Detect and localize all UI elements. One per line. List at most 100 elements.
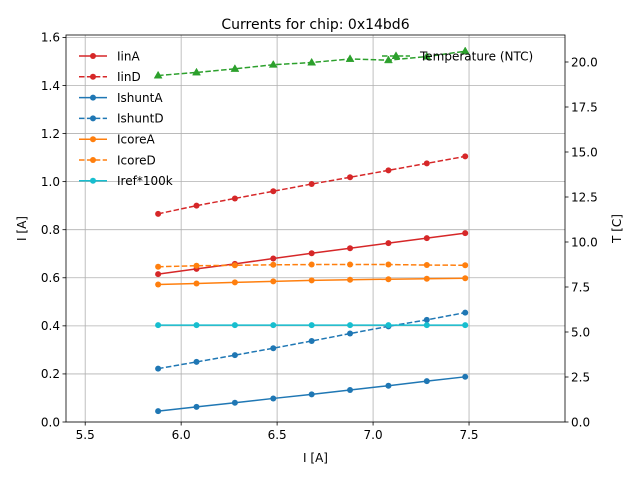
y-tick-label: 0.4 — [41, 319, 60, 333]
legend-swatch-marker — [391, 51, 401, 59]
data-point-iind — [193, 202, 200, 209]
data-point-iind — [155, 210, 162, 217]
legend-label-ishunta: IshuntA — [117, 91, 163, 105]
data-point-icorea — [193, 280, 200, 287]
y-tick-label: 1.4 — [41, 79, 60, 93]
legend-swatch-marker — [90, 177, 96, 184]
data-point-temperature-ntc — [192, 67, 201, 76]
data-point-iind — [385, 167, 392, 174]
data-point-ishuntd — [155, 365, 162, 372]
data-point-ishuntd — [308, 337, 315, 344]
data-point-iref-100k — [231, 322, 238, 329]
x-tick-label: 7.0 — [364, 428, 383, 442]
legend-entry-icorea: IcoreA — [79, 133, 156, 147]
y2-tick-label: 2.5 — [571, 370, 590, 384]
data-point-icorea — [155, 281, 162, 288]
data-point-icored — [423, 262, 430, 269]
data-point-ishuntd — [347, 330, 354, 337]
data-point-temperature-ntc — [460, 46, 470, 55]
y-tick-label: 0.2 — [41, 367, 60, 381]
data-point-ishunta — [462, 373, 469, 380]
legend-label-temperature-ntc: Temperature (NTC) — [419, 49, 533, 63]
series-temperature-ntc — [153, 46, 470, 79]
y-tick-label: 0.8 — [41, 223, 60, 237]
legend-swatch-marker — [90, 136, 96, 143]
legend-label-ishuntd: IshuntD — [117, 112, 164, 126]
data-point-iina — [347, 245, 354, 252]
data-point-icored — [155, 263, 162, 270]
data-point-ishunta — [347, 387, 354, 394]
data-point-icorea — [231, 279, 238, 286]
data-point-iind — [423, 160, 430, 167]
y-tick-label: 0.0 — [41, 415, 60, 429]
legend-entry-iref-100k: Iref*100k — [79, 174, 173, 188]
x-tick-label: 7.5 — [459, 428, 478, 442]
chart-title: Currents for chip: 0x14bd6 — [221, 17, 409, 33]
data-point-iref-100k — [308, 322, 315, 329]
legend-swatch-marker — [90, 115, 96, 122]
legend-right: Temperature (NTC) — [382, 49, 533, 63]
data-point-iind — [347, 174, 354, 181]
data-point-icored — [347, 261, 354, 268]
legend-swatch-marker — [90, 73, 96, 80]
y2-tick-label: 15.0 — [571, 145, 598, 159]
data-point-iind — [231, 195, 238, 202]
data-point-icorea — [423, 275, 430, 282]
data-point-icored — [308, 261, 315, 268]
data-point-icored — [462, 262, 469, 269]
legend-label-iref-100k: Iref*100k — [117, 174, 173, 188]
series-icorea — [155, 275, 469, 288]
data-point-iref-100k — [347, 322, 354, 329]
series-layer — [153, 46, 470, 415]
data-point-temperature-ntc — [422, 51, 432, 60]
y-tick-label: 1.6 — [41, 31, 60, 45]
y-axis-label-left: I [A] — [15, 216, 29, 241]
y2-tick-label: 20.0 — [571, 55, 598, 69]
y-axis-right: 0.0 2.5 5.0 7.5 10.0 12.5 15.0 17.5 20.0 — [565, 55, 598, 429]
data-point-iref-100k — [155, 322, 162, 329]
y2-tick-label: 10.0 — [571, 235, 598, 249]
data-point-iind — [308, 181, 315, 188]
data-point-ishuntd — [462, 309, 469, 316]
x-tick-label: 6.0 — [172, 428, 191, 442]
data-point-iref-100k — [193, 322, 200, 329]
data-point-iina — [270, 255, 277, 262]
data-point-ishunta — [385, 382, 392, 389]
data-point-icored — [270, 261, 277, 268]
data-point-ishunta — [231, 399, 238, 406]
legend-entry-icored: IcoreD — [79, 153, 156, 167]
series-iref-100k — [155, 322, 469, 329]
data-point-ishunta — [155, 408, 162, 415]
y-tick-label: 1.0 — [41, 175, 60, 189]
series-ishunta — [155, 373, 469, 415]
legend-entry-ishuntd: IshuntD — [79, 112, 164, 126]
legend-left: IinA IinD IshuntA IshuntD IcoreA IcoreD Iref*1… — [79, 49, 173, 188]
data-point-temperature-ntc — [307, 57, 317, 66]
y-axis-label-right: T [C] — [610, 214, 624, 244]
data-point-icored — [231, 262, 238, 269]
data-point-ishuntd — [270, 345, 277, 352]
series-line-ishuntd — [157, 311, 466, 370]
plot-frame — [65, 34, 566, 423]
data-point-ishunta — [193, 403, 200, 410]
data-point-iref-100k — [462, 322, 469, 329]
data-point-temperature-ntc — [268, 59, 278, 68]
data-point-temperature-ntc — [153, 70, 163, 79]
data-point-iina — [385, 240, 392, 247]
data-point-iind — [270, 188, 277, 195]
data-point-ishuntd — [193, 358, 200, 365]
data-point-ishunta — [423, 378, 430, 385]
y2-tick-label: 5.0 — [571, 325, 590, 339]
data-point-iina — [155, 271, 162, 278]
y-tick-label: 0.6 — [41, 271, 60, 285]
y-tick-label: 1.2 — [41, 127, 60, 141]
legend-label-icored: IcoreD — [117, 153, 156, 167]
series-icored — [155, 261, 469, 270]
y2-tick-label: 7.5 — [571, 280, 590, 294]
data-point-icorea — [385, 276, 392, 283]
data-point-icored — [385, 261, 392, 268]
legend-swatch-marker — [90, 53, 96, 59]
legend-entry-iind: IinD — [79, 70, 141, 84]
